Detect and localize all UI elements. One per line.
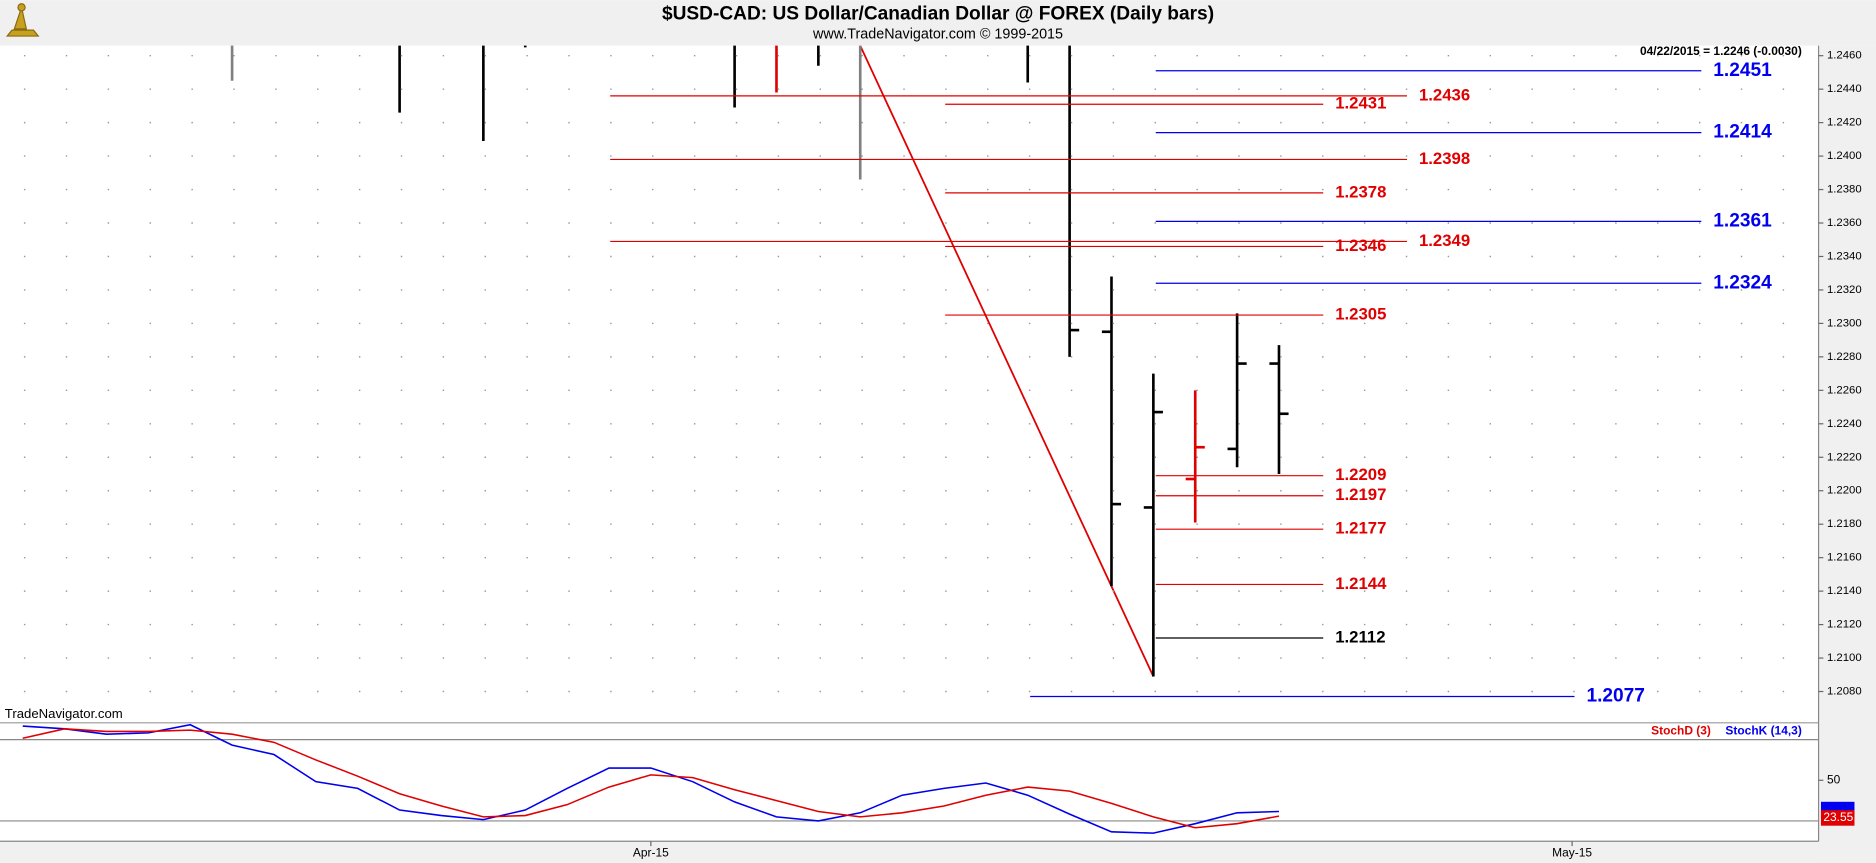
y-tick-label: 1.2460	[1827, 50, 1862, 62]
y-tick-label: 1.2240	[1827, 418, 1862, 430]
header-bar	[0, 0, 1876, 46]
watermark: TradeNavigator.com	[5, 706, 123, 721]
y-tick-label: 1.2400	[1827, 150, 1862, 162]
y-tick-label: 1.2220	[1827, 451, 1862, 463]
chart-subtitle: www.TradeNavigator.com © 1999-2015	[812, 27, 1063, 43]
level-label: 1.2346	[1335, 236, 1386, 255]
level-label: 1.2349	[1419, 231, 1470, 250]
value-label: 23.55	[1823, 810, 1853, 824]
y-tick-label: 1.2340	[1827, 250, 1862, 262]
level-label: 1.2414	[1713, 122, 1772, 143]
stoch-line	[22, 728, 1280, 829]
y-tick-label: 1.2160	[1827, 552, 1862, 564]
stoch-line	[22, 723, 1280, 834]
y-tick-label: 1.2320	[1827, 284, 1862, 296]
y-tick-label: 1.2100	[1827, 652, 1862, 664]
level-label: 1.2398	[1419, 149, 1470, 168]
x-tick-label: May-15	[1552, 845, 1592, 859]
y-tick-label: 1.2200	[1827, 485, 1862, 497]
y-tick-label: 1.2300	[1827, 317, 1862, 329]
y-tick-label: 1.2140	[1827, 585, 1862, 597]
x-axis-area	[0, 841, 1876, 863]
level-label: 1.2436	[1419, 85, 1470, 104]
y-tick-label: 50	[1827, 772, 1841, 786]
level-label: 1.2361	[1713, 210, 1772, 231]
trend-line	[859, 45, 1155, 677]
level-label: 1.2112	[1335, 627, 1385, 646]
y-tick-label: 1.2440	[1827, 83, 1862, 95]
y-tick-label: 1.2180	[1827, 518, 1862, 530]
level-label: 1.2451	[1713, 60, 1772, 81]
level-label: 1.2144	[1335, 574, 1387, 593]
legend-label: StochD (3)	[1651, 723, 1711, 737]
status-text: 04/22/2015 = 1.2246 (-0.0030)	[1640, 44, 1802, 58]
chart-title: $USD-CAD: US Dollar/Canadian Dollar @ FO…	[662, 4, 1214, 25]
level-label: 1.2077	[1586, 686, 1645, 707]
x-tick-label: Apr-15	[633, 845, 669, 859]
level-label: 1.2305	[1335, 304, 1386, 323]
level-label: 1.2324	[1713, 272, 1772, 293]
price-panel	[230, 45, 1289, 677]
y-tick-label: 1.2420	[1827, 117, 1862, 129]
value-box	[1820, 810, 1855, 826]
logo	[5, 3, 40, 37]
y-tick-label: 1.2280	[1827, 351, 1862, 363]
y-tick-label: 1.2380	[1827, 184, 1862, 196]
legend-label: StochK (14,3)	[1725, 723, 1801, 737]
level-label: 1.2378	[1335, 182, 1386, 201]
level-label: 1.2431	[1335, 94, 1386, 113]
y-tick-label: 1.2260	[1827, 384, 1862, 396]
y-tick-label: 1.2080	[1827, 686, 1862, 698]
axis-area	[1818, 45, 1876, 863]
level-label: 1.2209	[1335, 465, 1386, 484]
y-tick-label: 1.2120	[1827, 619, 1862, 631]
level-label: 1.2197	[1335, 485, 1386, 504]
level-label: 1.2177	[1335, 519, 1386, 538]
y-tick-label: 1.2360	[1827, 217, 1862, 229]
